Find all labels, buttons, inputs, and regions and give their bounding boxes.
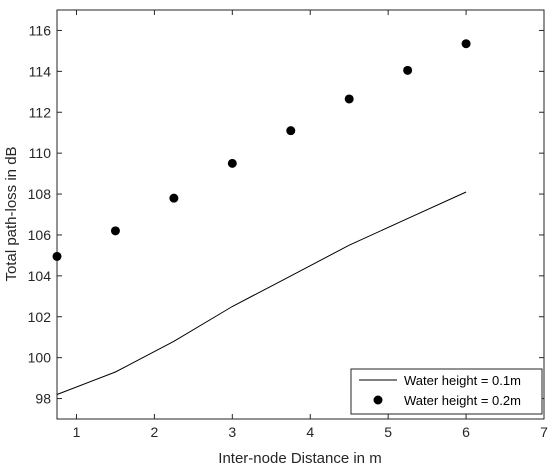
- y-tick-label: 110: [29, 145, 52, 161]
- y-tick-label: 108: [28, 186, 52, 202]
- x-tick-label: 7: [540, 424, 548, 440]
- legend: Water height = 0.1m Water height = 0.2m: [350, 368, 543, 415]
- data-point: [461, 39, 471, 49]
- series-layer: [52, 39, 471, 395]
- data-point: [110, 226, 120, 236]
- data-point: [403, 65, 413, 75]
- data-point: [344, 94, 354, 104]
- x-tick-label: 5: [384, 424, 392, 440]
- x-tick-label: 6: [462, 424, 470, 440]
- legend-label-series-1: Water height = 0.1m: [404, 373, 521, 388]
- x-tick-label: 1: [73, 424, 81, 440]
- y-tick-label: 102: [28, 309, 52, 325]
- x-axis-label: Inter-node Distance in m: [218, 450, 381, 467]
- x-tick-label: 4: [306, 424, 314, 440]
- y-tick-label: 112: [29, 104, 52, 120]
- legend-box: [350, 368, 543, 415]
- data-point: [227, 158, 237, 168]
- x-tick-label: 2: [151, 424, 159, 440]
- y-axis-label: Total path-loss in dB: [3, 146, 20, 281]
- series-line-1: [56, 191, 467, 395]
- legend-label-series-2: Water height = 0.2m: [404, 393, 521, 408]
- plot-area: [56, 9, 545, 420]
- y-tick-label: 116: [29, 22, 52, 38]
- y-tick-label: 114: [29, 63, 52, 79]
- y-tick-label: 100: [28, 350, 52, 366]
- data-point: [169, 193, 179, 203]
- data-point: [52, 251, 62, 261]
- y-tick-label: 104: [28, 268, 52, 284]
- y-tick-label: 106: [28, 227, 52, 243]
- data-point: [286, 126, 296, 136]
- ticks-group: 1 2 3 4 5 6 7 98 100 102 104 106 108 110 112 114 116: [28, 10, 548, 440]
- x-tick-label: 3: [228, 424, 236, 440]
- y-tick-label: 98: [35, 391, 51, 407]
- legend-marker-swatch: [373, 395, 383, 405]
